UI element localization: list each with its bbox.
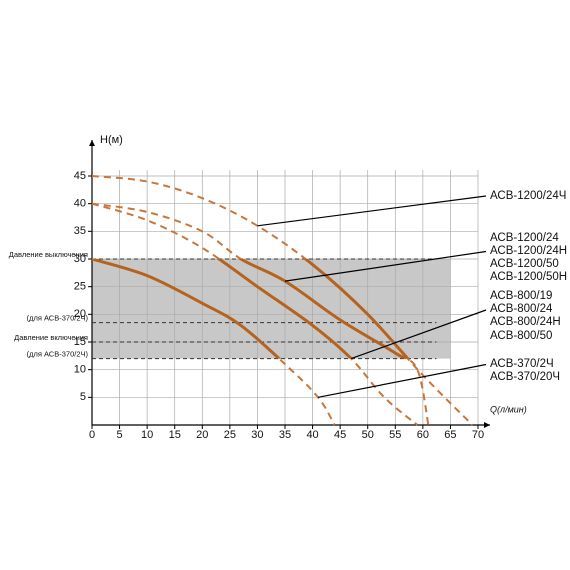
y-tick-label: 40: [74, 198, 86, 210]
x-tick-label: 70: [472, 429, 484, 441]
curve-dashed: [91, 175, 474, 426]
x-tick-label: 35: [279, 429, 291, 441]
legend-pointer: [257, 195, 487, 227]
x-tick-label: 20: [196, 429, 208, 441]
curve-solid: [91, 259, 282, 359]
y-tick-label: 35: [74, 225, 86, 237]
x-tick-label: 55: [389, 429, 401, 441]
x-tick-label: 40: [306, 429, 318, 441]
x-tick-label: 5: [117, 429, 123, 441]
legend-label: АСВ-1200/24Ч: [490, 190, 566, 202]
legend-label: АСВ-800/24Н: [490, 316, 561, 328]
legend-label: АСВ-1200/50: [490, 258, 559, 270]
legend-label: АСВ-800/24: [490, 303, 553, 315]
y-tick-label: 25: [74, 281, 86, 293]
legend-pointer: [350, 309, 487, 360]
legend-pointer: [317, 363, 487, 398]
y-tick-label: 20: [74, 308, 86, 320]
y-tick-label: 5: [80, 391, 86, 403]
x-tick-label: 60: [417, 429, 429, 441]
legend-label: АСВ-800/19: [490, 290, 552, 302]
legend-label: АСВ-800/50: [490, 330, 552, 342]
x-tick-label: 0: [89, 429, 95, 441]
curve-solid: [216, 259, 354, 359]
pressure-label: (для АСВ-370/2Ч): [27, 350, 89, 359]
x-tick-label: 10: [141, 429, 153, 441]
pressure-label: Давление выключения: [9, 250, 88, 259]
legend-pointer: [284, 250, 487, 282]
y-tick-label: 15: [74, 336, 86, 348]
x-tick-label: 25: [224, 429, 236, 441]
legend-label: АСВ-370/20Ч: [490, 371, 560, 383]
x-axis-title: Q(л/мин): [490, 404, 527, 414]
legend-label: АСВ-370/2Ч: [490, 358, 554, 370]
y-axis-title: H(м): [100, 134, 123, 146]
legend-label: АСВ-1200/24Н: [490, 245, 567, 257]
curve-dashed: [91, 202, 430, 426]
pressure-label: (для АСВ-370/2Ч): [27, 314, 89, 323]
x-tick-label: 65: [444, 429, 456, 441]
legend-label: АСВ-1200/50Н: [490, 271, 567, 283]
y-tick-label: 30: [74, 253, 86, 265]
y-tick-label: 10: [74, 364, 86, 376]
x-tick-label: 15: [169, 429, 181, 441]
y-tick-label: 45: [74, 170, 86, 182]
x-tick-label: 50: [362, 429, 374, 441]
x-tick-label: 45: [334, 429, 346, 441]
x-tick-label: 30: [251, 429, 263, 441]
legend-label: АСВ-1200/24: [490, 232, 559, 244]
pressure-label: Давление включения: [14, 333, 88, 342]
